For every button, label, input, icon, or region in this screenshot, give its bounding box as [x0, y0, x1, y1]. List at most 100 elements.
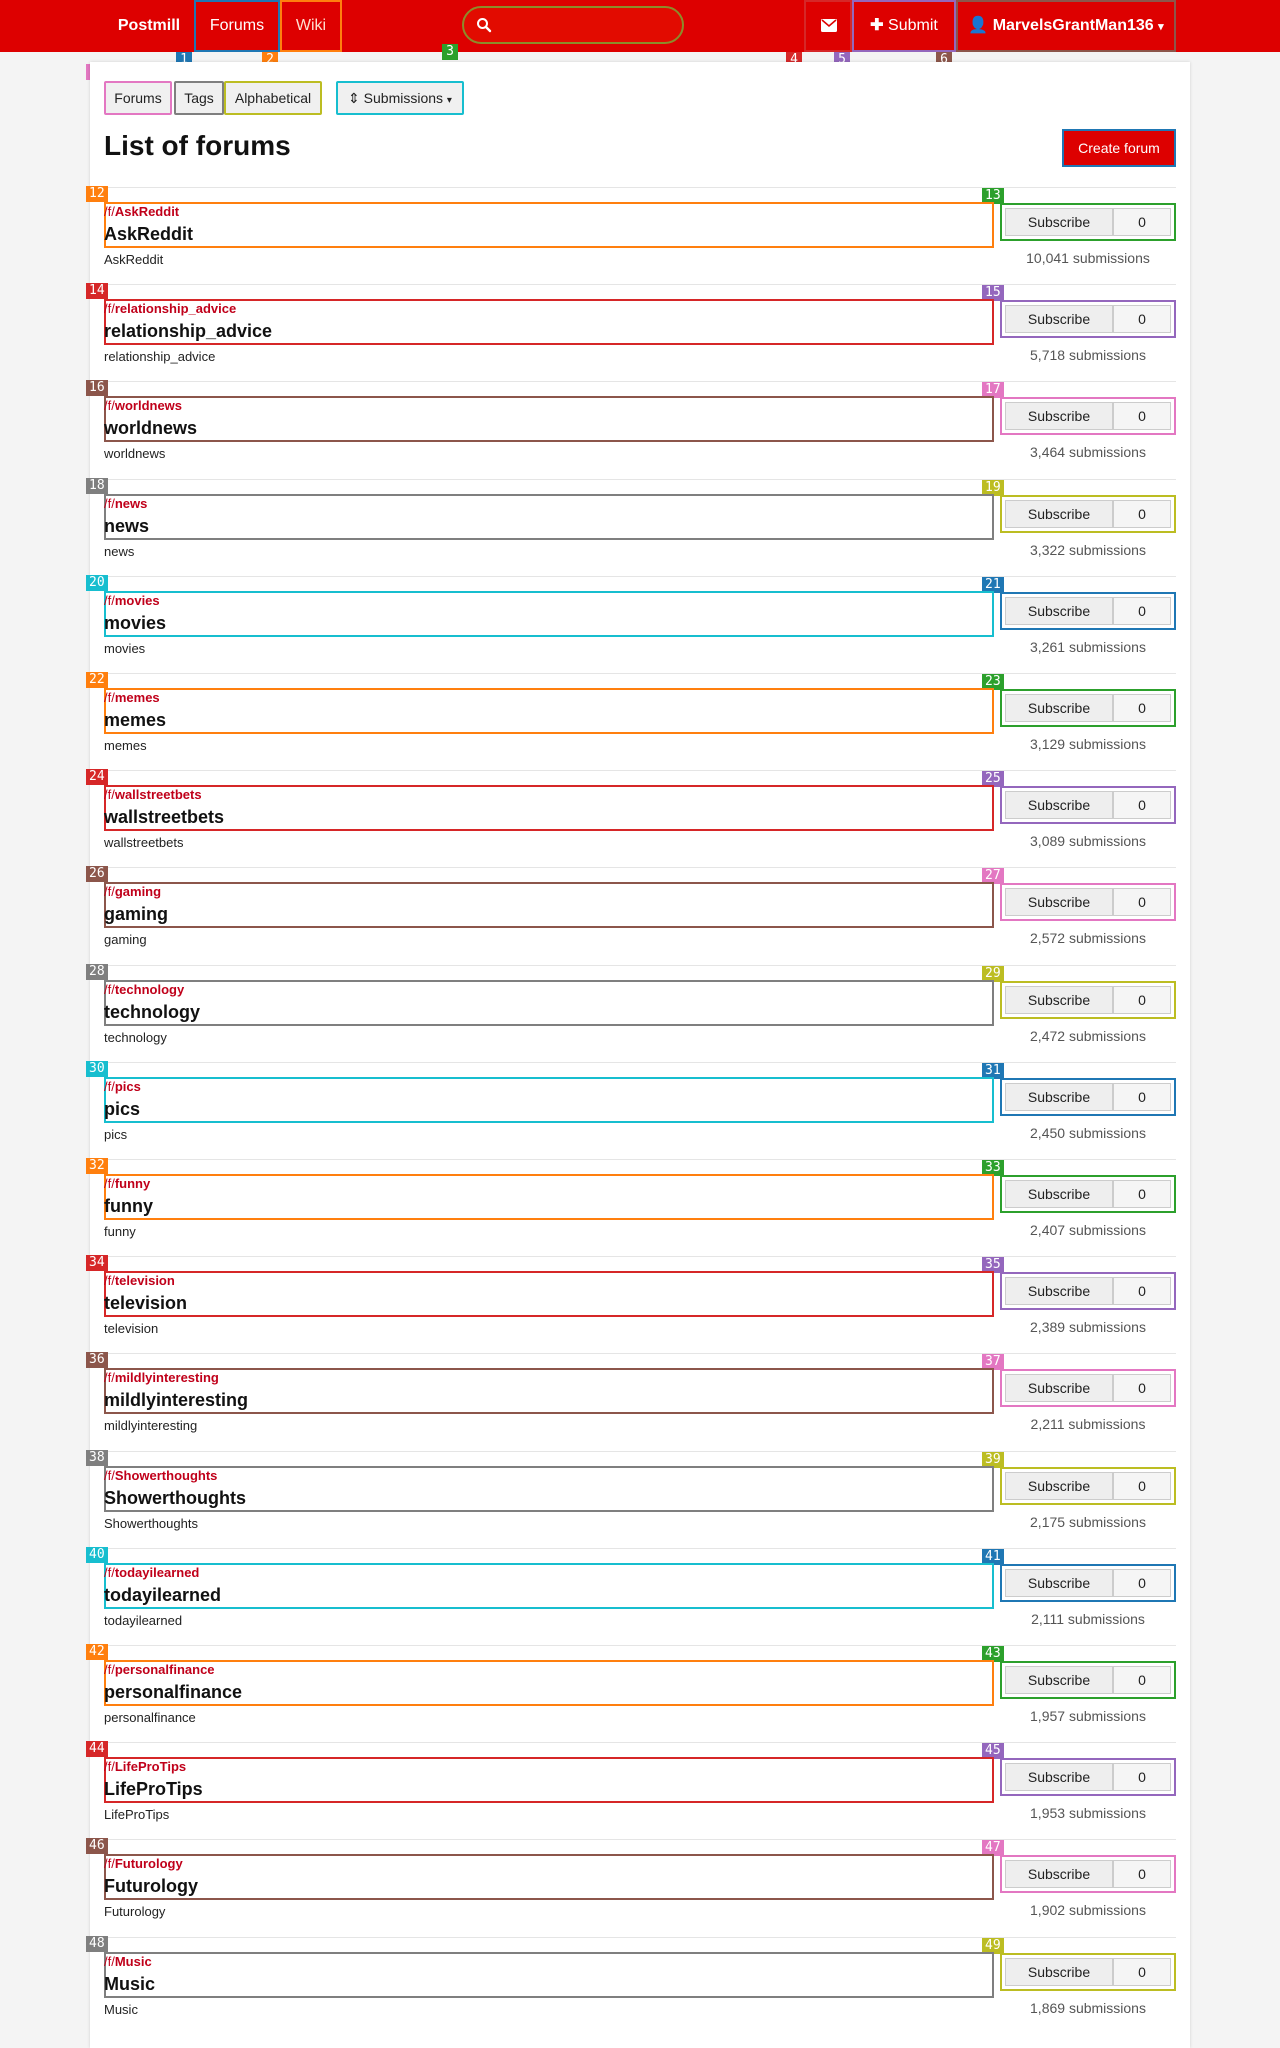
- forum-slug-link[interactable]: /f/gaming: [104, 884, 161, 899]
- forum-title: pics: [104, 1098, 141, 1119]
- forum-title: mildlyinteresting: [104, 1390, 249, 1411]
- forum-slug-link[interactable]: /f/news: [104, 496, 147, 511]
- forum-link[interactable]: [104, 1757, 994, 1804]
- subscribe-button[interactable]: Subscribe: [1005, 1957, 1113, 1986]
- subscribe-button[interactable]: Subscribe: [1005, 1471, 1113, 1500]
- subscribe-button[interactable]: Subscribe: [1005, 1568, 1113, 1597]
- overlay-tag: 44: [86, 1741, 108, 1758]
- forum-slug-link[interactable]: /f/worldnews: [104, 398, 182, 413]
- overlay-tag: 17: [982, 382, 1004, 399]
- forum-link[interactable]: [104, 493, 994, 540]
- forum-slug-link[interactable]: /f/memes: [104, 690, 160, 705]
- forum-description: funny: [104, 1224, 136, 1239]
- forum-slug-link[interactable]: /f/personalfinance: [104, 1662, 215, 1677]
- subscribe-button[interactable]: Subscribe: [1005, 1180, 1113, 1208]
- forum-slug-link[interactable]: /f/AskReddit: [104, 204, 179, 219]
- subscribe-group: Subscribe 0: [1000, 300, 1176, 339]
- forum-link[interactable]: [104, 1174, 994, 1220]
- brand-link[interactable]: Postmill: [117, 17, 181, 34]
- subscribe-button[interactable]: Subscribe: [1005, 694, 1113, 722]
- forum-slug-link[interactable]: /f/LifeProTips: [104, 1759, 186, 1774]
- forum-link[interactable]: [104, 1465, 994, 1512]
- forum-link[interactable]: [104, 979, 994, 1026]
- subscribe-group: Subscribe 0: [1000, 591, 1176, 630]
- subscriber-count: 0: [1113, 888, 1171, 917]
- forum-slug-text: memes: [114, 690, 160, 705]
- search-input[interactable]: [462, 6, 684, 44]
- sort-alphabetical-button[interactable]: Alphabetical: [224, 81, 322, 115]
- subscribe-button[interactable]: Subscribe: [1005, 985, 1113, 1014]
- subscribe-button[interactable]: Subscribe: [1005, 1374, 1113, 1403]
- forum-link[interactable]: [104, 1951, 994, 1998]
- subscribe-button[interactable]: Subscribe: [1005, 402, 1113, 431]
- forum-link[interactable]: [104, 1271, 994, 1318]
- forum-link[interactable]: [104, 1562, 994, 1609]
- forum-slug-text: gaming: [114, 884, 162, 900]
- forum-slug-link[interactable]: /f/funny: [104, 1176, 150, 1191]
- forum-link[interactable]: [104, 202, 994, 248]
- forum-title: todayilearned: [104, 1584, 222, 1605]
- forum-link[interactable]: [104, 688, 994, 734]
- forum-slug-link[interactable]: /f/pics: [104, 1079, 141, 1094]
- forum-slug-prefix: /f/: [104, 1662, 115, 1677]
- forum-slug-text: LifeProTips: [114, 1759, 187, 1775]
- forum-slug-prefix: /f/: [104, 1370, 115, 1386]
- forum-link[interactable]: [104, 1076, 994, 1123]
- forum-slug-link[interactable]: /f/mildlyinteresting: [104, 1370, 219, 1385]
- overlay-tag: 34: [86, 1255, 108, 1272]
- subscribe-button[interactable]: Subscribe: [1005, 1763, 1113, 1792]
- forum-link[interactable]: [104, 590, 994, 637]
- forum-slug-link[interactable]: /f/television: [104, 1273, 175, 1288]
- forum-slug-link[interactable]: /f/wallstreetbets: [104, 787, 202, 802]
- subscribe-group: Subscribe 0: [1000, 1272, 1176, 1311]
- subscribe-button[interactable]: Subscribe: [1005, 305, 1113, 334]
- filter-forums-button[interactable]: Forums: [104, 81, 172, 115]
- forum-link[interactable]: [104, 1854, 994, 1901]
- overlay-tag: 14: [86, 283, 108, 300]
- overlay-tag: 24: [86, 769, 108, 786]
- forum-link[interactable]: [104, 882, 994, 929]
- subscribe-button[interactable]: Subscribe: [1005, 499, 1113, 528]
- overlay-tag: 32: [86, 1158, 108, 1174]
- subscribe-button[interactable]: Subscribe: [1005, 888, 1113, 917]
- forum-row: 40 41 /f/todayilearned todayilearned tod…: [86, 1546, 1176, 1645]
- forum-slug-link[interactable]: /f/relationship_advice: [104, 301, 236, 316]
- sort-submissions-dropdown[interactable]: ⇕ Submissions ▾: [336, 81, 464, 115]
- subscribe-button[interactable]: Subscribe: [1005, 1860, 1113, 1889]
- forum-description: television: [104, 1321, 159, 1337]
- forum-description: pics: [104, 1126, 128, 1142]
- subscribe-button[interactable]: Subscribe: [1005, 1277, 1113, 1306]
- submit-button[interactable]: ✚ Submit: [852, 0, 956, 52]
- overlay-tag: 49: [982, 1937, 1004, 1954]
- forum-link[interactable]: [104, 396, 994, 443]
- forum-slug-link[interactable]: /f/technology: [104, 982, 184, 997]
- envelope-icon: [821, 19, 837, 32]
- forum-link[interactable]: [104, 1368, 994, 1415]
- forum-link[interactable]: [104, 785, 994, 832]
- submission-count: 2,175 submissions: [1030, 1513, 1146, 1530]
- forum-slug-link[interactable]: /f/todayilearned: [104, 1565, 199, 1580]
- inbox-button[interactable]: [804, 0, 852, 52]
- submission-count: 1,902 submissions: [1030, 1902, 1146, 1919]
- forum-slug-link[interactable]: /f/Showerthoughts: [104, 1468, 217, 1483]
- nav-forums-link[interactable]: Forums: [194, 0, 280, 52]
- subscribe-button[interactable]: Subscribe: [1005, 596, 1113, 625]
- forum-slug-text: Music: [114, 1953, 152, 1969]
- forum-link[interactable]: [104, 299, 994, 346]
- forum-link[interactable]: [104, 1660, 994, 1706]
- nav-wiki-link[interactable]: Wiki: [280, 0, 342, 52]
- create-forum-button[interactable]: Create forum: [1062, 129, 1176, 167]
- forum-slug-link[interactable]: /f/Futurology: [104, 1856, 183, 1871]
- forum-slug-text: AskReddit: [114, 204, 180, 219]
- subscribe-button[interactable]: Subscribe: [1005, 208, 1113, 236]
- subscribe-button[interactable]: Subscribe: [1005, 791, 1113, 820]
- filter-tags-button[interactable]: Tags: [174, 81, 224, 115]
- forum-slug-link[interactable]: /f/movies: [104, 593, 160, 608]
- subscribe-group: Subscribe 0: [1000, 1952, 1176, 1991]
- forum-title: news: [104, 515, 150, 536]
- forum-slug-link[interactable]: /f/Music: [104, 1954, 152, 1969]
- user-menu-button[interactable]: 👤 MarvelsGrantMan136 ▾: [956, 0, 1176, 52]
- overlay-tag: 35: [982, 1257, 1004, 1274]
- subscribe-button[interactable]: Subscribe: [1005, 1082, 1113, 1111]
- subscribe-button[interactable]: Subscribe: [1005, 1666, 1113, 1694]
